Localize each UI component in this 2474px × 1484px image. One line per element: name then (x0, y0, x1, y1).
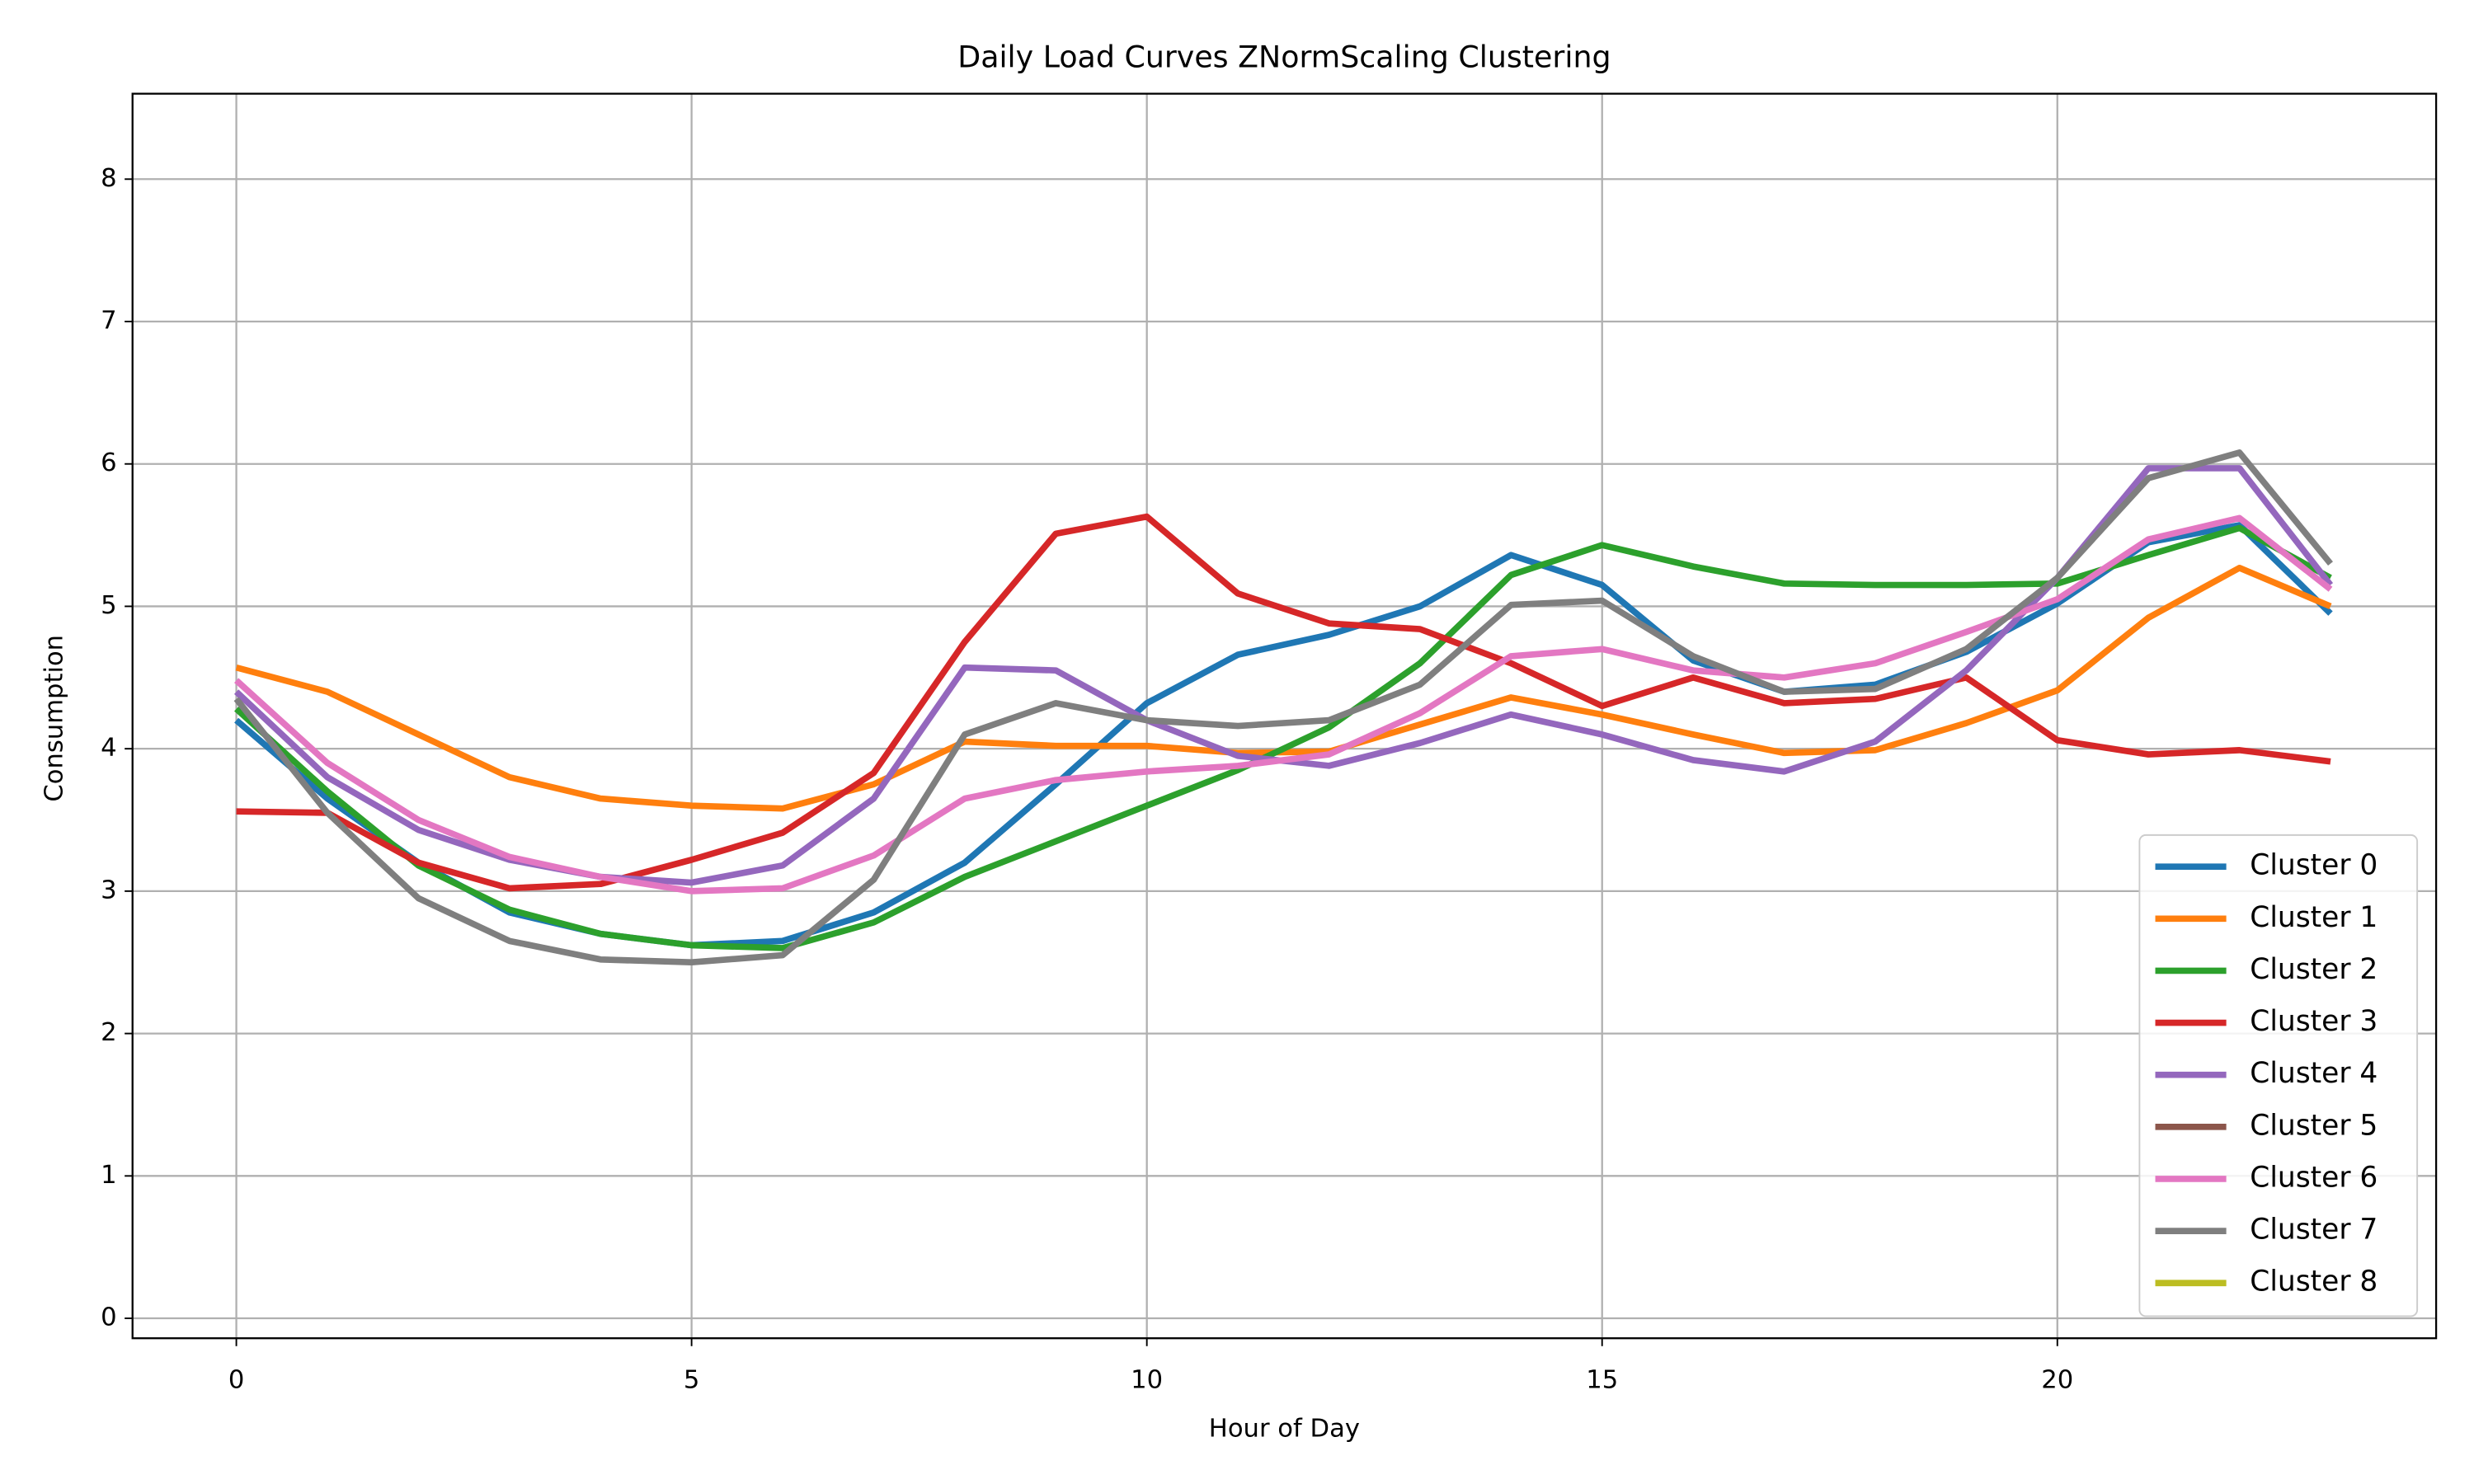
y-tick-label: 6 (101, 448, 116, 477)
y-tick-label: 8 (101, 164, 116, 193)
y-axis-label: Consumption (40, 635, 68, 802)
series-line (234, 524, 2332, 951)
legend-label: Cluster 7 (2250, 1214, 2378, 1247)
legend-label: Cluster 5 (2250, 1109, 2378, 1142)
y-tick-label: 7 (101, 306, 116, 335)
series-line (235, 564, 2332, 812)
legend-label: Cluster 6 (2250, 1161, 2378, 1194)
x-axis-label: Hour of Day (1209, 1415, 1360, 1444)
x-tick-label: 20 (2041, 1365, 2073, 1394)
legend-label: Cluster 3 (2250, 1005, 2378, 1038)
x-tick-label: 15 (1586, 1365, 1618, 1394)
chart-title: Daily Load Curves ZNormScaling Clusterin… (957, 40, 1611, 75)
y-tick-label: 4 (101, 734, 116, 763)
x-tick-label: 10 (1131, 1365, 1163, 1394)
y-tick-label: 3 (101, 876, 116, 904)
x-tick-label: 0 (228, 1365, 244, 1394)
legend-label: Cluster 1 (2250, 901, 2378, 934)
legend-label: Cluster 0 (2250, 849, 2378, 882)
series-line (233, 449, 2333, 966)
legend-box (2138, 834, 2419, 1317)
legend-label: Cluster 8 (2250, 1266, 2378, 1298)
series-line (234, 514, 2333, 895)
legend-label: Cluster 2 (2250, 953, 2378, 986)
series-line (233, 465, 2334, 886)
y-tick-label: 5 (101, 591, 116, 620)
series-line (236, 513, 2331, 892)
series-line (234, 522, 2333, 949)
y-tick-label: 2 (101, 1018, 116, 1047)
legend-label: Cluster 4 (2250, 1057, 2378, 1090)
y-tick-label: 0 (101, 1303, 116, 1332)
y-tick-label: 1 (101, 1161, 116, 1190)
plot-frame (131, 92, 2438, 1340)
x-tick-label: 5 (684, 1365, 699, 1394)
